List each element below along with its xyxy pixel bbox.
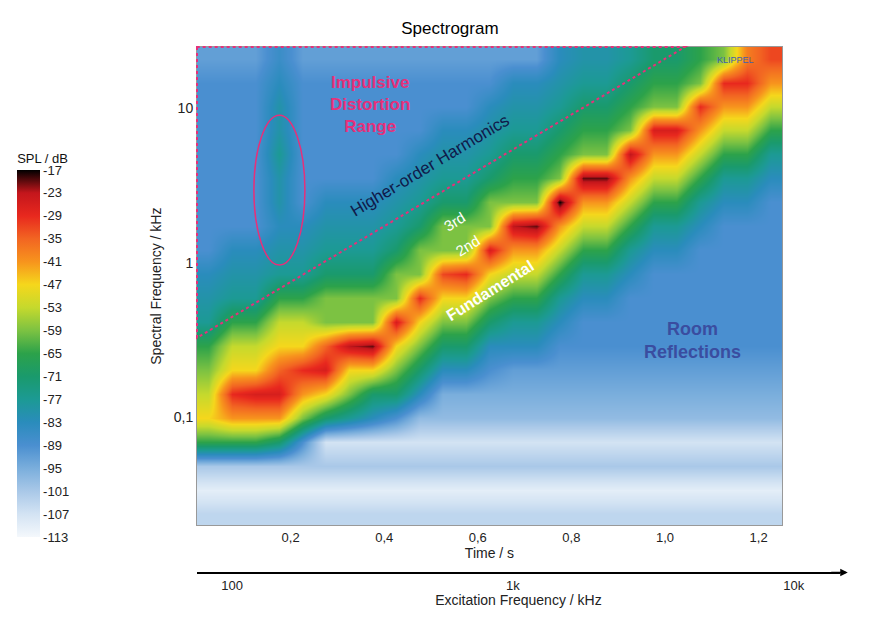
svg-text:-89: -89 (43, 438, 62, 453)
svg-text:-59: -59 (43, 323, 62, 338)
svg-text:1: 1 (185, 255, 193, 271)
svg-text:-71: -71 (43, 369, 62, 384)
svg-text:RoomReflections: RoomReflections (644, 319, 741, 362)
svg-text:-53: -53 (43, 300, 62, 315)
svg-text:Spectrogram: Spectrogram (401, 19, 498, 38)
svg-text:1,2: 1,2 (750, 530, 768, 545)
svg-text:-95: -95 (43, 461, 62, 476)
svg-text:ImpulsiveDistortionRange: ImpulsiveDistortionRange (330, 73, 410, 136)
svg-text:Spectral Frequency / kHz: Spectral Frequency / kHz (148, 208, 164, 365)
svg-text:100: 100 (221, 578, 243, 593)
svg-text:-107: -107 (43, 507, 69, 522)
svg-text:Higher-order Harmonics: Higher-order Harmonics (347, 111, 512, 221)
svg-text:SPL / dB: SPL / dB (17, 151, 68, 166)
svg-text:-101: -101 (43, 484, 69, 499)
svg-text:-29: -29 (43, 208, 62, 223)
svg-text:10k: 10k (783, 578, 804, 593)
svg-text:1k: 1k (506, 578, 520, 593)
svg-text:-113: -113 (43, 530, 68, 545)
svg-text:-35: -35 (43, 231, 62, 246)
svg-text:-23: -23 (43, 185, 62, 200)
svg-text:0,1: 0,1 (174, 409, 194, 425)
svg-text:-83: -83 (43, 415, 62, 430)
svg-text:1,0: 1,0 (656, 530, 674, 545)
svg-text:10: 10 (178, 100, 194, 116)
svg-text:-65: -65 (43, 346, 62, 361)
svg-text:0,6: 0,6 (469, 530, 487, 545)
svg-text:-77: -77 (43, 392, 62, 407)
svg-text:-17: -17 (43, 163, 62, 178)
svg-text:-47: -47 (43, 277, 62, 292)
svg-text:2nd: 2nd (453, 232, 483, 260)
svg-text:3rd: 3rd (441, 209, 468, 235)
svg-text:Excitation Frequency / kHz: Excitation Frequency / kHz (435, 593, 602, 609)
svg-text:-41: -41 (43, 254, 62, 269)
svg-text:Time / s: Time / s (465, 545, 514, 561)
svg-text:0,4: 0,4 (375, 530, 393, 545)
svg-text:Fundamental: Fundamental (443, 257, 536, 324)
svg-text:0,8: 0,8 (562, 530, 580, 545)
svg-text:0,2: 0,2 (282, 530, 300, 545)
svg-text:KLIPPEL: KLIPPEL (717, 55, 754, 65)
